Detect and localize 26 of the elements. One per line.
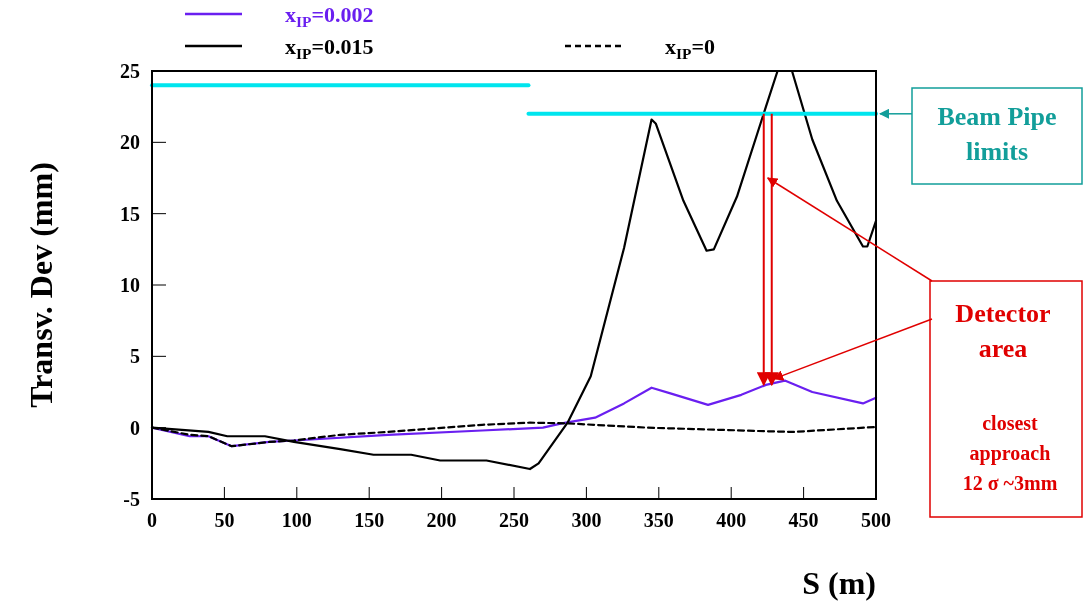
y-tick-label: 25 — [120, 60, 140, 82]
x-tick-label: 300 — [571, 509, 602, 531]
legend-label: x$_{IP}$=0.015 — [285, 34, 374, 62]
x-tick-label: 200 — [426, 509, 457, 531]
text: closest approach 12 σ ~3mm — [962, 412, 1058, 494]
annotation: Detector area — [955, 299, 1051, 363]
annotation: Beam Pipe limits — [937, 102, 1057, 166]
x-tick-label: 100 — [281, 509, 312, 531]
y-tick-label: 5 — [130, 345, 140, 368]
legend-label: x$_{IP}$=0 — [665, 34, 715, 62]
y-tick-label: -5 — [123, 488, 140, 510]
x-tick-label: 250 — [499, 509, 529, 531]
x-tick-label: 50 — [214, 509, 235, 531]
y-tick-label: 15 — [120, 202, 140, 225]
y-tick-label: 10 — [120, 274, 140, 296]
y-tick-label: 20 — [120, 131, 140, 154]
x-tick-label: 500 — [861, 509, 891, 531]
legend-label: x$_{IP}$=0.002 — [285, 2, 374, 30]
x-tick-label: 400 — [716, 509, 747, 531]
x-tick-label: 350 — [643, 509, 674, 531]
x-tick-label: 0 — [147, 509, 157, 531]
y-tick-label: 0 — [130, 416, 140, 439]
x-axis-title: S (m) — [802, 565, 876, 601]
x-tick-label: 450 — [788, 509, 819, 531]
x-tick-label: 150 — [354, 509, 385, 531]
y-axis-title: Transv. Dev (mm) — [23, 162, 59, 408]
